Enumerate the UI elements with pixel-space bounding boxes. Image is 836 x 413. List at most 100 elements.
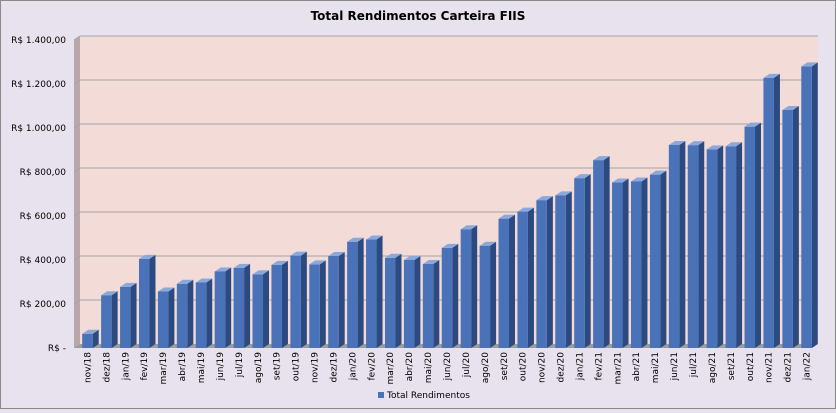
bar — [479, 245, 491, 348]
x-tick-label: set/19 — [273, 352, 283, 381]
bar-top — [214, 267, 232, 272]
bar-top — [782, 105, 799, 110]
bar-side — [206, 278, 213, 348]
bar-top — [460, 225, 478, 230]
bar-top — [763, 73, 780, 78]
bar-top — [555, 191, 572, 196]
bar-top — [176, 279, 194, 284]
bar-side — [452, 243, 459, 348]
bar-top — [82, 329, 99, 334]
bar-side — [811, 62, 818, 349]
bar — [498, 218, 510, 348]
bar — [309, 264, 320, 348]
x-tick-label: jan/20 — [348, 352, 358, 381]
bar-side — [698, 141, 705, 348]
bar-side — [376, 235, 383, 348]
bar — [536, 200, 547, 348]
chart-title: Total Rendimentos Carteira FIIS — [311, 9, 526, 23]
legend: Total Rendimentos — [378, 391, 470, 401]
x-tick-label: abr/21 — [632, 352, 642, 381]
x-tick-label: set/21 — [727, 352, 737, 380]
gridline-side — [73, 299, 81, 305]
x-tick-label: out/20 — [519, 352, 529, 381]
bar — [725, 146, 737, 348]
bar — [574, 178, 585, 348]
bar — [422, 263, 434, 348]
bar — [782, 109, 793, 349]
y-tick-label: R$ 600,00 — [20, 212, 67, 222]
bar — [82, 333, 93, 348]
bar-side — [92, 329, 99, 348]
bar — [271, 264, 282, 348]
x-tick-label: jul/21 — [689, 352, 699, 378]
bar-top — [498, 214, 516, 219]
bar-side — [603, 156, 610, 348]
bar — [649, 174, 661, 348]
bar-side — [300, 251, 307, 348]
bar-top — [157, 287, 175, 292]
x-tick-label: mai/21 — [651, 352, 661, 383]
x-tick-label: nov/21 — [765, 352, 775, 383]
x-tick-label: nov/19 — [311, 352, 321, 383]
y-tick-label: R$ 1.200,00 — [11, 80, 66, 90]
bar-top — [574, 174, 591, 179]
x-tick-label: dez/19 — [329, 352, 339, 383]
bar-top — [422, 259, 440, 264]
bar — [555, 195, 566, 348]
bar — [612, 182, 623, 348]
bar-side — [527, 207, 534, 348]
x-tick-label: mar/19 — [159, 352, 169, 385]
bar-top — [252, 270, 270, 275]
bar-side — [490, 241, 497, 348]
legend-label: Total Rendimentos — [386, 391, 470, 401]
bar-top — [630, 177, 648, 182]
x-tick-label: out/19 — [292, 352, 302, 381]
x-tick-label: mar/20 — [386, 352, 396, 385]
bar — [517, 211, 528, 348]
x-tick-label: mai/19 — [197, 352, 207, 384]
bar-side — [736, 142, 743, 348]
x-tick-label: jun/21 — [670, 352, 680, 381]
y-tick-label: R$ 800,00 — [20, 168, 67, 178]
x-tick-label: jul/20 — [462, 352, 472, 378]
bar-top — [101, 291, 118, 296]
bar-side — [414, 256, 421, 348]
bar — [744, 126, 756, 349]
x-tick-label: out/21 — [746, 352, 756, 381]
y-tick-label: R$ 1.400,00 — [11, 36, 66, 46]
bar-top — [120, 282, 137, 287]
x-tick-label: fev/21 — [594, 352, 604, 381]
bar-side — [773, 73, 780, 348]
gridline-side — [73, 123, 81, 129]
bar-side — [263, 270, 270, 348]
bar-side — [168, 287, 175, 348]
bar-top — [479, 241, 497, 246]
bar-top — [441, 243, 459, 248]
x-tick-label: jun/20 — [443, 352, 453, 382]
bar-top — [328, 252, 345, 257]
bar — [347, 241, 358, 348]
bar — [687, 145, 699, 348]
bar-side — [130, 282, 137, 348]
x-tick-label: jun/19 — [216, 352, 226, 382]
bar — [233, 267, 245, 348]
bar — [120, 286, 131, 348]
bar-side — [660, 170, 667, 348]
bar-top — [668, 140, 686, 145]
x-tick-label: mar/21 — [613, 352, 623, 384]
bar — [366, 239, 377, 348]
bar-side — [433, 259, 440, 348]
bar-side — [641, 177, 648, 348]
bar-side — [755, 122, 762, 349]
bar-top — [347, 237, 364, 242]
x-tick-label: abr/19 — [178, 352, 188, 382]
bar — [290, 255, 301, 348]
bar-top — [195, 278, 213, 283]
x-tick-label: dez/18 — [102, 352, 112, 383]
bar-top — [801, 62, 818, 67]
bar — [176, 283, 188, 348]
y-tick-label: R$ 1.000,00 — [11, 124, 66, 134]
x-tick-label: jan/22 — [803, 352, 813, 381]
bar-top — [536, 196, 553, 201]
